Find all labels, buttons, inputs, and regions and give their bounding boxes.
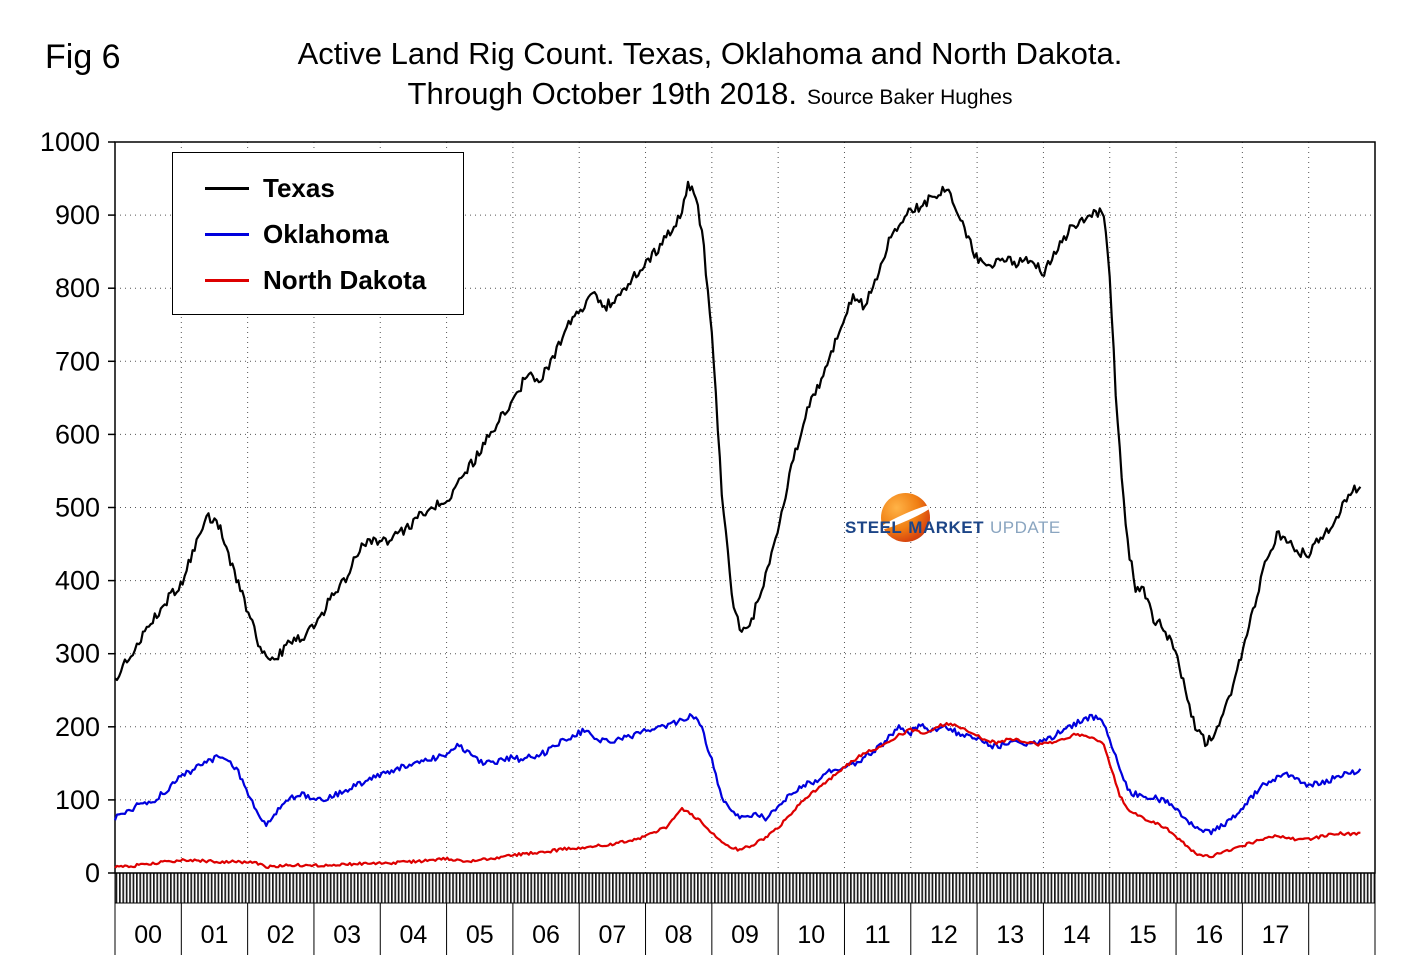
chart-subtitle-row: Through October 19th 2018. Source Baker H…	[0, 76, 1420, 112]
x-axis-label: 08	[665, 921, 693, 949]
legend-label-oklahoma: Oklahoma	[263, 218, 389, 249]
y-axis-label: 300	[55, 639, 100, 669]
logo-wordmark: STEEL MARKET UPDATE	[845, 518, 1061, 538]
x-axis-label: 16	[1195, 921, 1223, 949]
y-axis-label: 400	[55, 566, 100, 596]
x-axis-label: 17	[1262, 921, 1290, 949]
series-line-north-dakota	[114, 722, 1361, 870]
x-axis-label: 11	[865, 921, 891, 949]
y-axis-label: 800	[55, 273, 100, 303]
figure-header: Fig 6 Active Land Rig Count. Texas, Okla…	[0, 30, 1420, 112]
y-axis-label: 500	[55, 493, 100, 523]
steel-market-update-logo: STEEL MARKET UPDATE	[845, 493, 1075, 547]
legend-item-north-dakota: North Dakota	[205, 257, 463, 303]
y-axis-label: 700	[55, 346, 100, 376]
x-axis-label: 12	[930, 921, 958, 949]
y-axis-label: 100	[55, 785, 100, 815]
x-axis-label: 09	[731, 921, 759, 949]
y-axis-label: 1000	[40, 127, 100, 157]
x-axis-label: 06	[532, 921, 560, 949]
logo-word-market: MARKET	[908, 518, 985, 537]
chart-subtitle: Through October 19th 2018.	[407, 76, 798, 111]
legend-line-swatch-oklahoma	[205, 232, 249, 236]
chart-legend: Texas Oklahoma North Dakota	[172, 152, 464, 315]
x-axis-label: 03	[333, 921, 361, 949]
x-axis-label: 07	[598, 921, 626, 949]
x-axis-label: 04	[400, 921, 428, 949]
x-axis-label: 02	[267, 921, 295, 949]
legend-item-oklahoma: Oklahoma	[205, 211, 463, 257]
legend-label-texas: Texas	[263, 172, 335, 203]
orange-swoosh-ball-icon	[881, 493, 930, 542]
y-axis-label: 200	[55, 712, 100, 742]
chart-title: Active Land Rig Count. Texas, Oklahoma a…	[297, 36, 1123, 71]
x-axis-label: 00	[134, 921, 162, 949]
x-axis-label: 05	[466, 921, 494, 949]
legend-item-texas: Texas	[205, 165, 463, 211]
legend-line-swatch-texas	[205, 186, 249, 190]
legend-line-swatch-north-dakota	[205, 278, 249, 282]
figure-label: Fig 6	[45, 38, 121, 76]
chart-source-note: Source Baker Hughes	[807, 86, 1013, 109]
x-axis-label: 10	[797, 921, 825, 949]
legend-label-north-dakota: North Dakota	[263, 264, 427, 295]
series-line-oklahoma	[113, 713, 1362, 836]
series-line-texas	[114, 180, 1362, 748]
y-axis-label: 0	[85, 858, 100, 888]
x-axis-tick-band	[114, 872, 1376, 904]
x-axis-label: 14	[1063, 921, 1091, 949]
y-axis-label: 600	[55, 419, 100, 449]
x-axis-label: 13	[996, 921, 1024, 949]
logo-word-update: UPDATE	[990, 518, 1061, 537]
x-axis-label: 15	[1129, 921, 1157, 949]
x-axis-label: 01	[201, 921, 229, 949]
logo-word-steel: STEEL	[845, 518, 903, 537]
y-axis-label: 900	[55, 200, 100, 230]
